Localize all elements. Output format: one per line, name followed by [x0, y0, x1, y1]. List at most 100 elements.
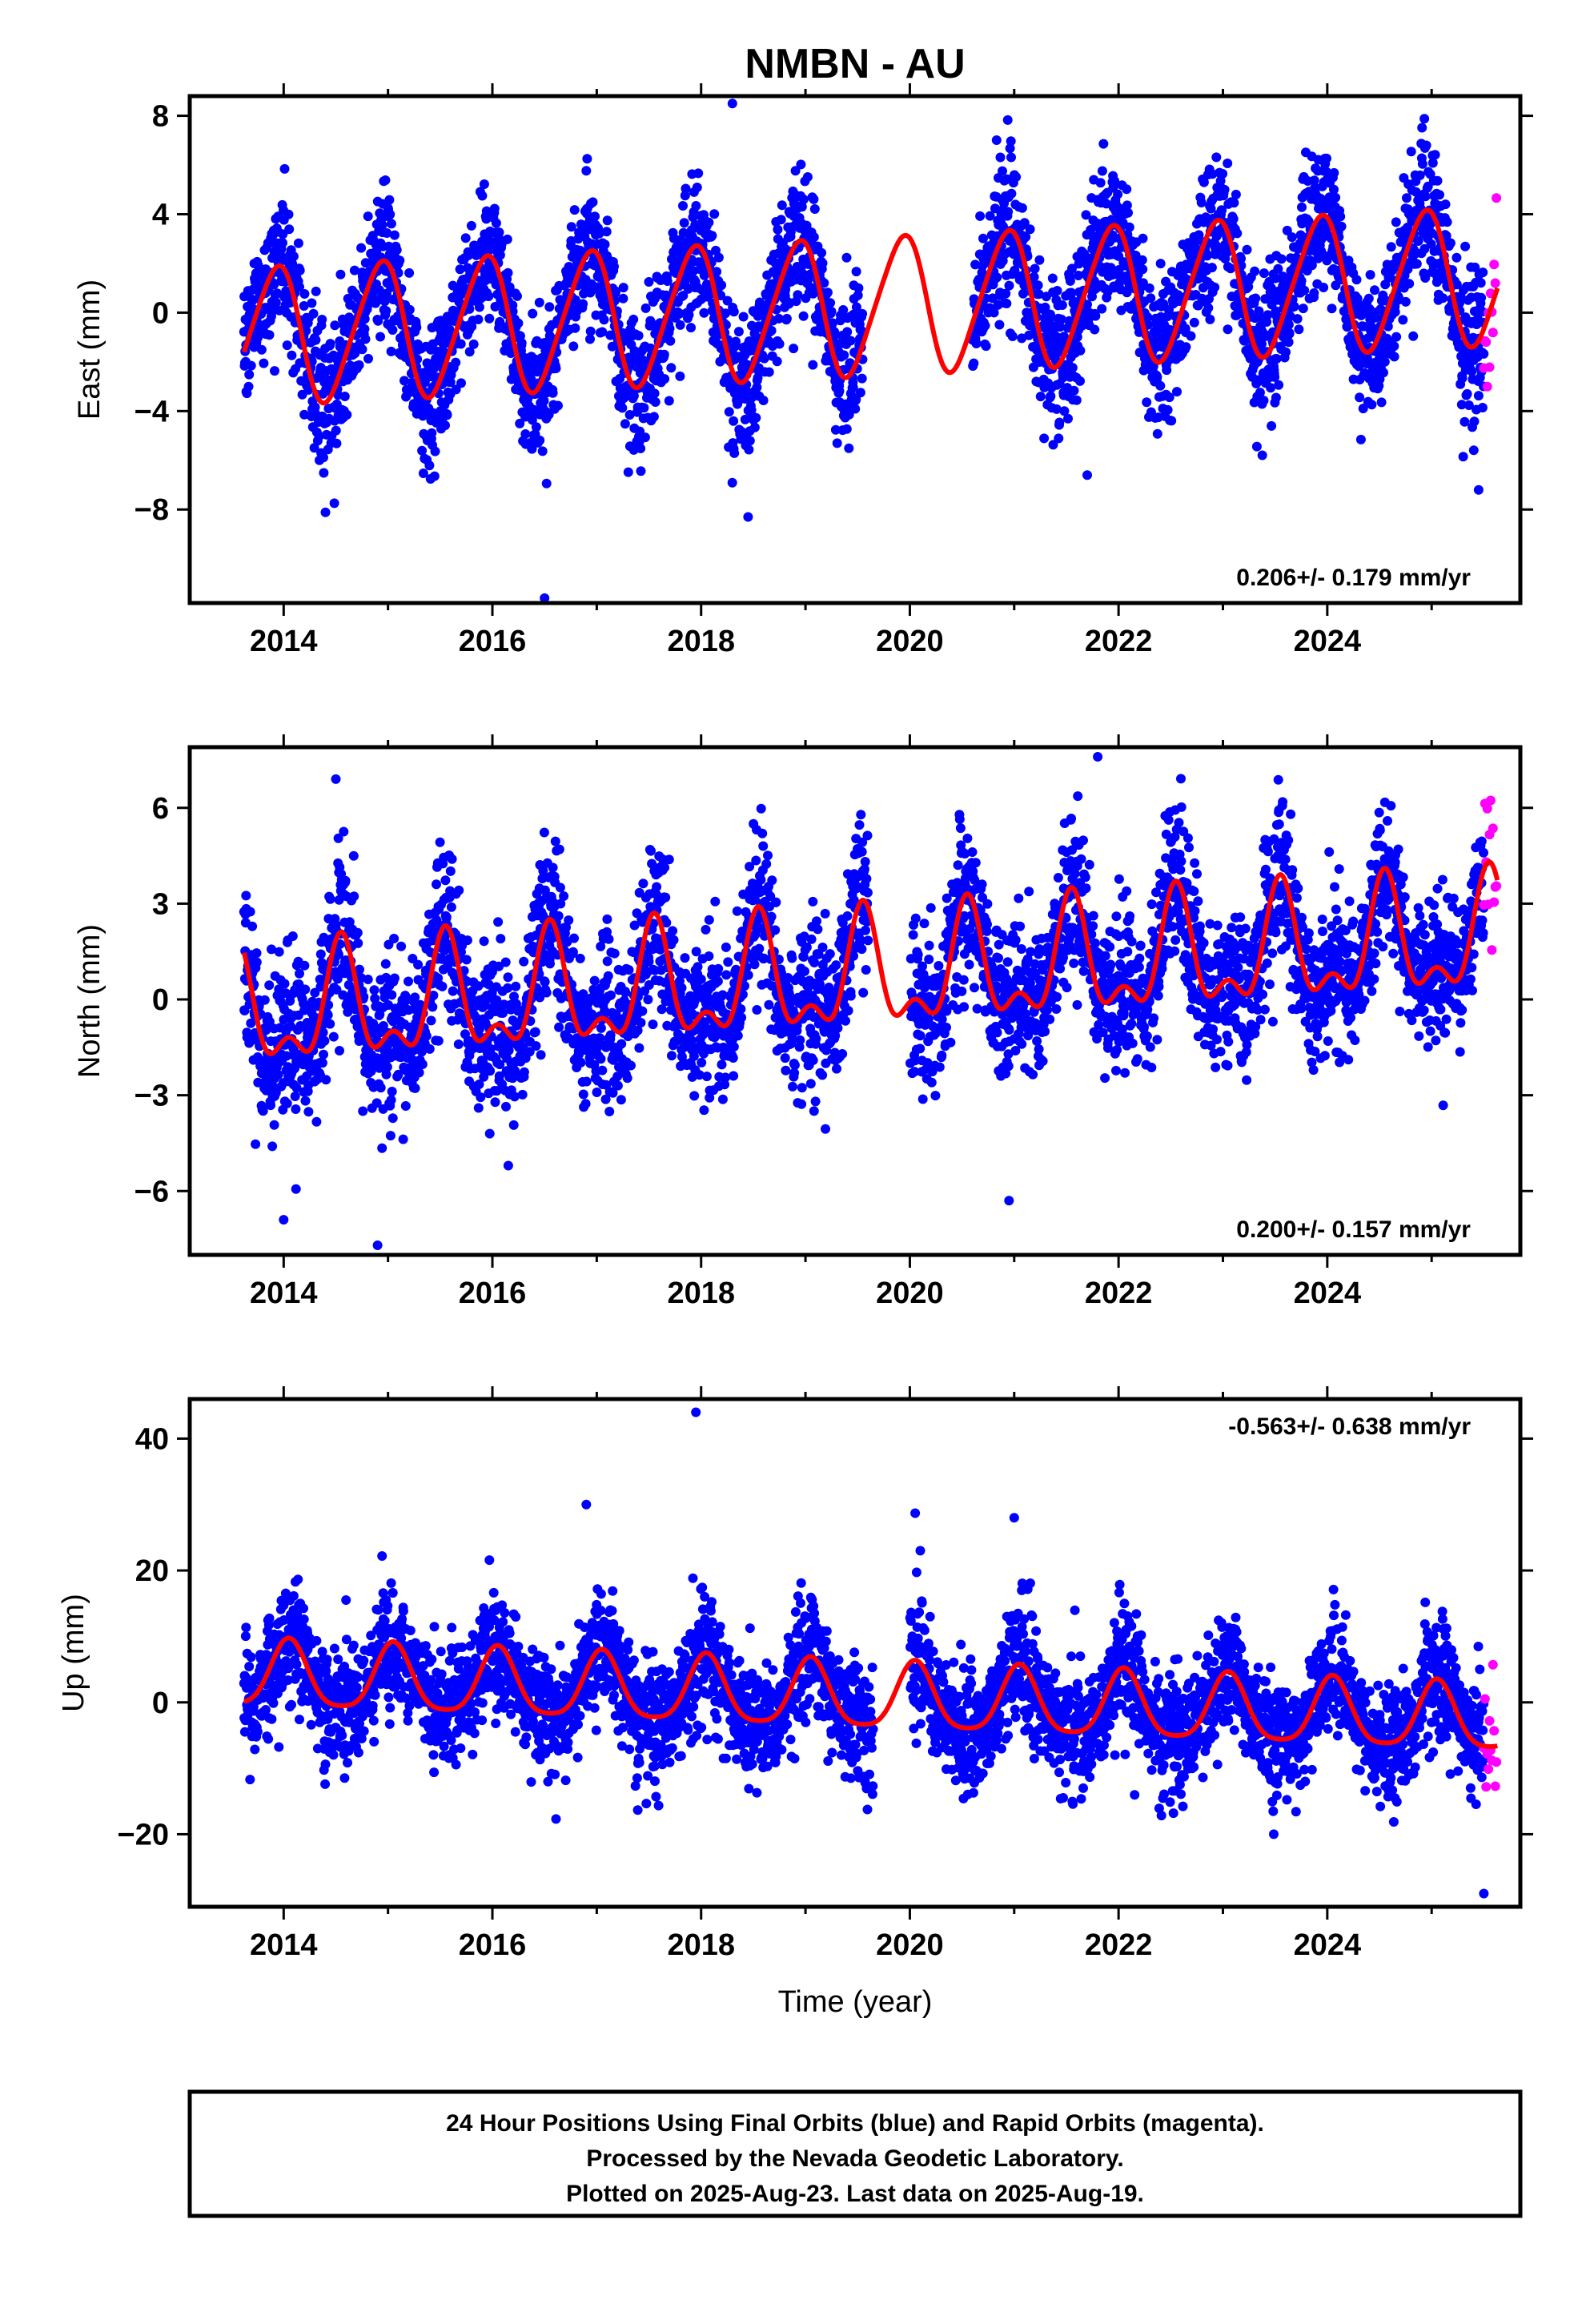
final-orbit-point: [360, 334, 371, 344]
final-orbit-point: [319, 452, 328, 463]
final-orbit-point: [1435, 190, 1444, 200]
final-orbit-point: [650, 397, 661, 407]
final-orbit-point: [1073, 271, 1083, 280]
final-orbit-point: [798, 311, 809, 321]
final-orbit-point: [319, 1049, 328, 1059]
final-orbit-point: [1427, 158, 1438, 168]
final-orbit-point: [1021, 231, 1031, 242]
final-orbit-point: [624, 410, 635, 420]
final-orbit-point: [385, 209, 396, 219]
final-orbit-point: [354, 360, 364, 370]
final-orbit-point: [373, 316, 383, 326]
final-orbit-point: [1255, 388, 1265, 398]
final-orbit-point: [822, 287, 833, 298]
final-orbit-point: [387, 1087, 397, 1096]
final-orbit-point: [1255, 312, 1265, 322]
final-orbit-point: [1006, 152, 1016, 163]
final-orbit-point: [413, 959, 424, 970]
final-orbit-point: [850, 404, 861, 414]
final-orbit-point: [1039, 433, 1050, 444]
final-orbit-point: [808, 360, 818, 370]
final-orbit-point: [325, 894, 335, 904]
final-orbit-point: [1067, 263, 1077, 274]
final-orbit-point: [659, 349, 669, 360]
final-orbit-point: [1271, 354, 1282, 364]
final-orbit-point: [1045, 309, 1055, 320]
final-orbit-point: [1322, 153, 1331, 163]
final-orbit-point: [1250, 266, 1260, 276]
final-orbit-point: [707, 231, 717, 241]
final-orbit-point: [279, 163, 290, 174]
final-orbit-point: [435, 837, 445, 847]
final-orbit-point: [569, 205, 580, 215]
final-orbit-point: [447, 854, 457, 864]
final-orbit-point: [315, 975, 325, 984]
final-orbit-point: [724, 407, 734, 417]
final-orbit-point: [520, 429, 531, 439]
final-orbit-point: [315, 949, 326, 959]
final-orbit-point: [1189, 317, 1199, 328]
final-orbit-point: [1267, 420, 1277, 431]
final-orbit-point: [1331, 280, 1341, 291]
final-orbit-point: [789, 344, 799, 354]
final-orbit-point: [377, 220, 387, 231]
final-orbit-point: [489, 203, 500, 214]
final-orbit-point: [744, 444, 754, 455]
final-orbit-point: [1299, 285, 1310, 296]
final-orbit-point: [243, 381, 254, 392]
final-orbit-point: [349, 891, 359, 902]
final-orbit-point: [1048, 440, 1058, 450]
final-orbit-point: [329, 498, 339, 509]
final-orbit-point: [267, 944, 276, 955]
final-orbit-point: [1210, 282, 1220, 292]
final-orbit-point: [1283, 337, 1294, 348]
final-orbit-point: [628, 391, 639, 401]
final-orbit-point: [844, 409, 854, 420]
final-orbit-point: [1002, 115, 1013, 125]
final-orbit-point: [1218, 169, 1228, 179]
final-orbit-point: [502, 234, 512, 244]
final-orbit-point: [331, 438, 342, 448]
final-orbit-point: [709, 209, 720, 219]
rapid-orbit-point: [1484, 362, 1495, 372]
final-orbit-point: [1018, 288, 1028, 299]
final-orbit-point: [660, 374, 670, 384]
final-orbit-point: [344, 917, 355, 927]
final-orbit-point: [1319, 283, 1329, 292]
final-orbit-point: [1113, 189, 1123, 199]
final-orbit-point: [490, 1097, 500, 1108]
final-orbit-point: [1440, 199, 1451, 210]
final-orbit-point: [1421, 140, 1431, 151]
final-orbit-point: [490, 302, 500, 312]
final-orbit-point: [597, 327, 608, 337]
final-orbit-point: [1452, 252, 1462, 263]
x-tick-label: 2022: [1085, 625, 1153, 658]
east-model-curve: [241, 207, 1500, 406]
final-orbit-point: [353, 293, 363, 304]
final-orbit-point: [636, 444, 646, 453]
final-orbit-point: [325, 1019, 335, 1029]
final-orbit-point: [853, 283, 864, 293]
final-orbit-point: [1109, 232, 1119, 243]
final-orbit-point: [1055, 322, 1066, 332]
final-orbit-point: [264, 980, 275, 991]
final-orbit-point: [809, 194, 819, 204]
final-orbit-point: [460, 233, 471, 243]
final-orbit-point: [618, 283, 628, 293]
final-orbit-point: [554, 844, 564, 854]
final-orbit-point: [527, 444, 537, 454]
final-orbit-point: [527, 415, 537, 425]
east-rate-label: 0.206+/- 0.179 mm/yr: [1236, 565, 1471, 591]
final-orbit-point: [578, 299, 588, 309]
final-orbit-point: [426, 1015, 436, 1026]
final-orbit-point: [704, 217, 714, 227]
final-orbit-point: [303, 384, 314, 395]
final-orbit-point: [570, 323, 580, 333]
final-orbit-point: [385, 1131, 396, 1141]
final-orbit-point: [980, 320, 990, 331]
final-orbit-point: [273, 1070, 283, 1080]
final-orbit-point: [636, 466, 646, 476]
final-orbit-point: [295, 265, 305, 275]
final-orbit-point: [1097, 304, 1107, 314]
final-orbit-point: [269, 1120, 279, 1130]
